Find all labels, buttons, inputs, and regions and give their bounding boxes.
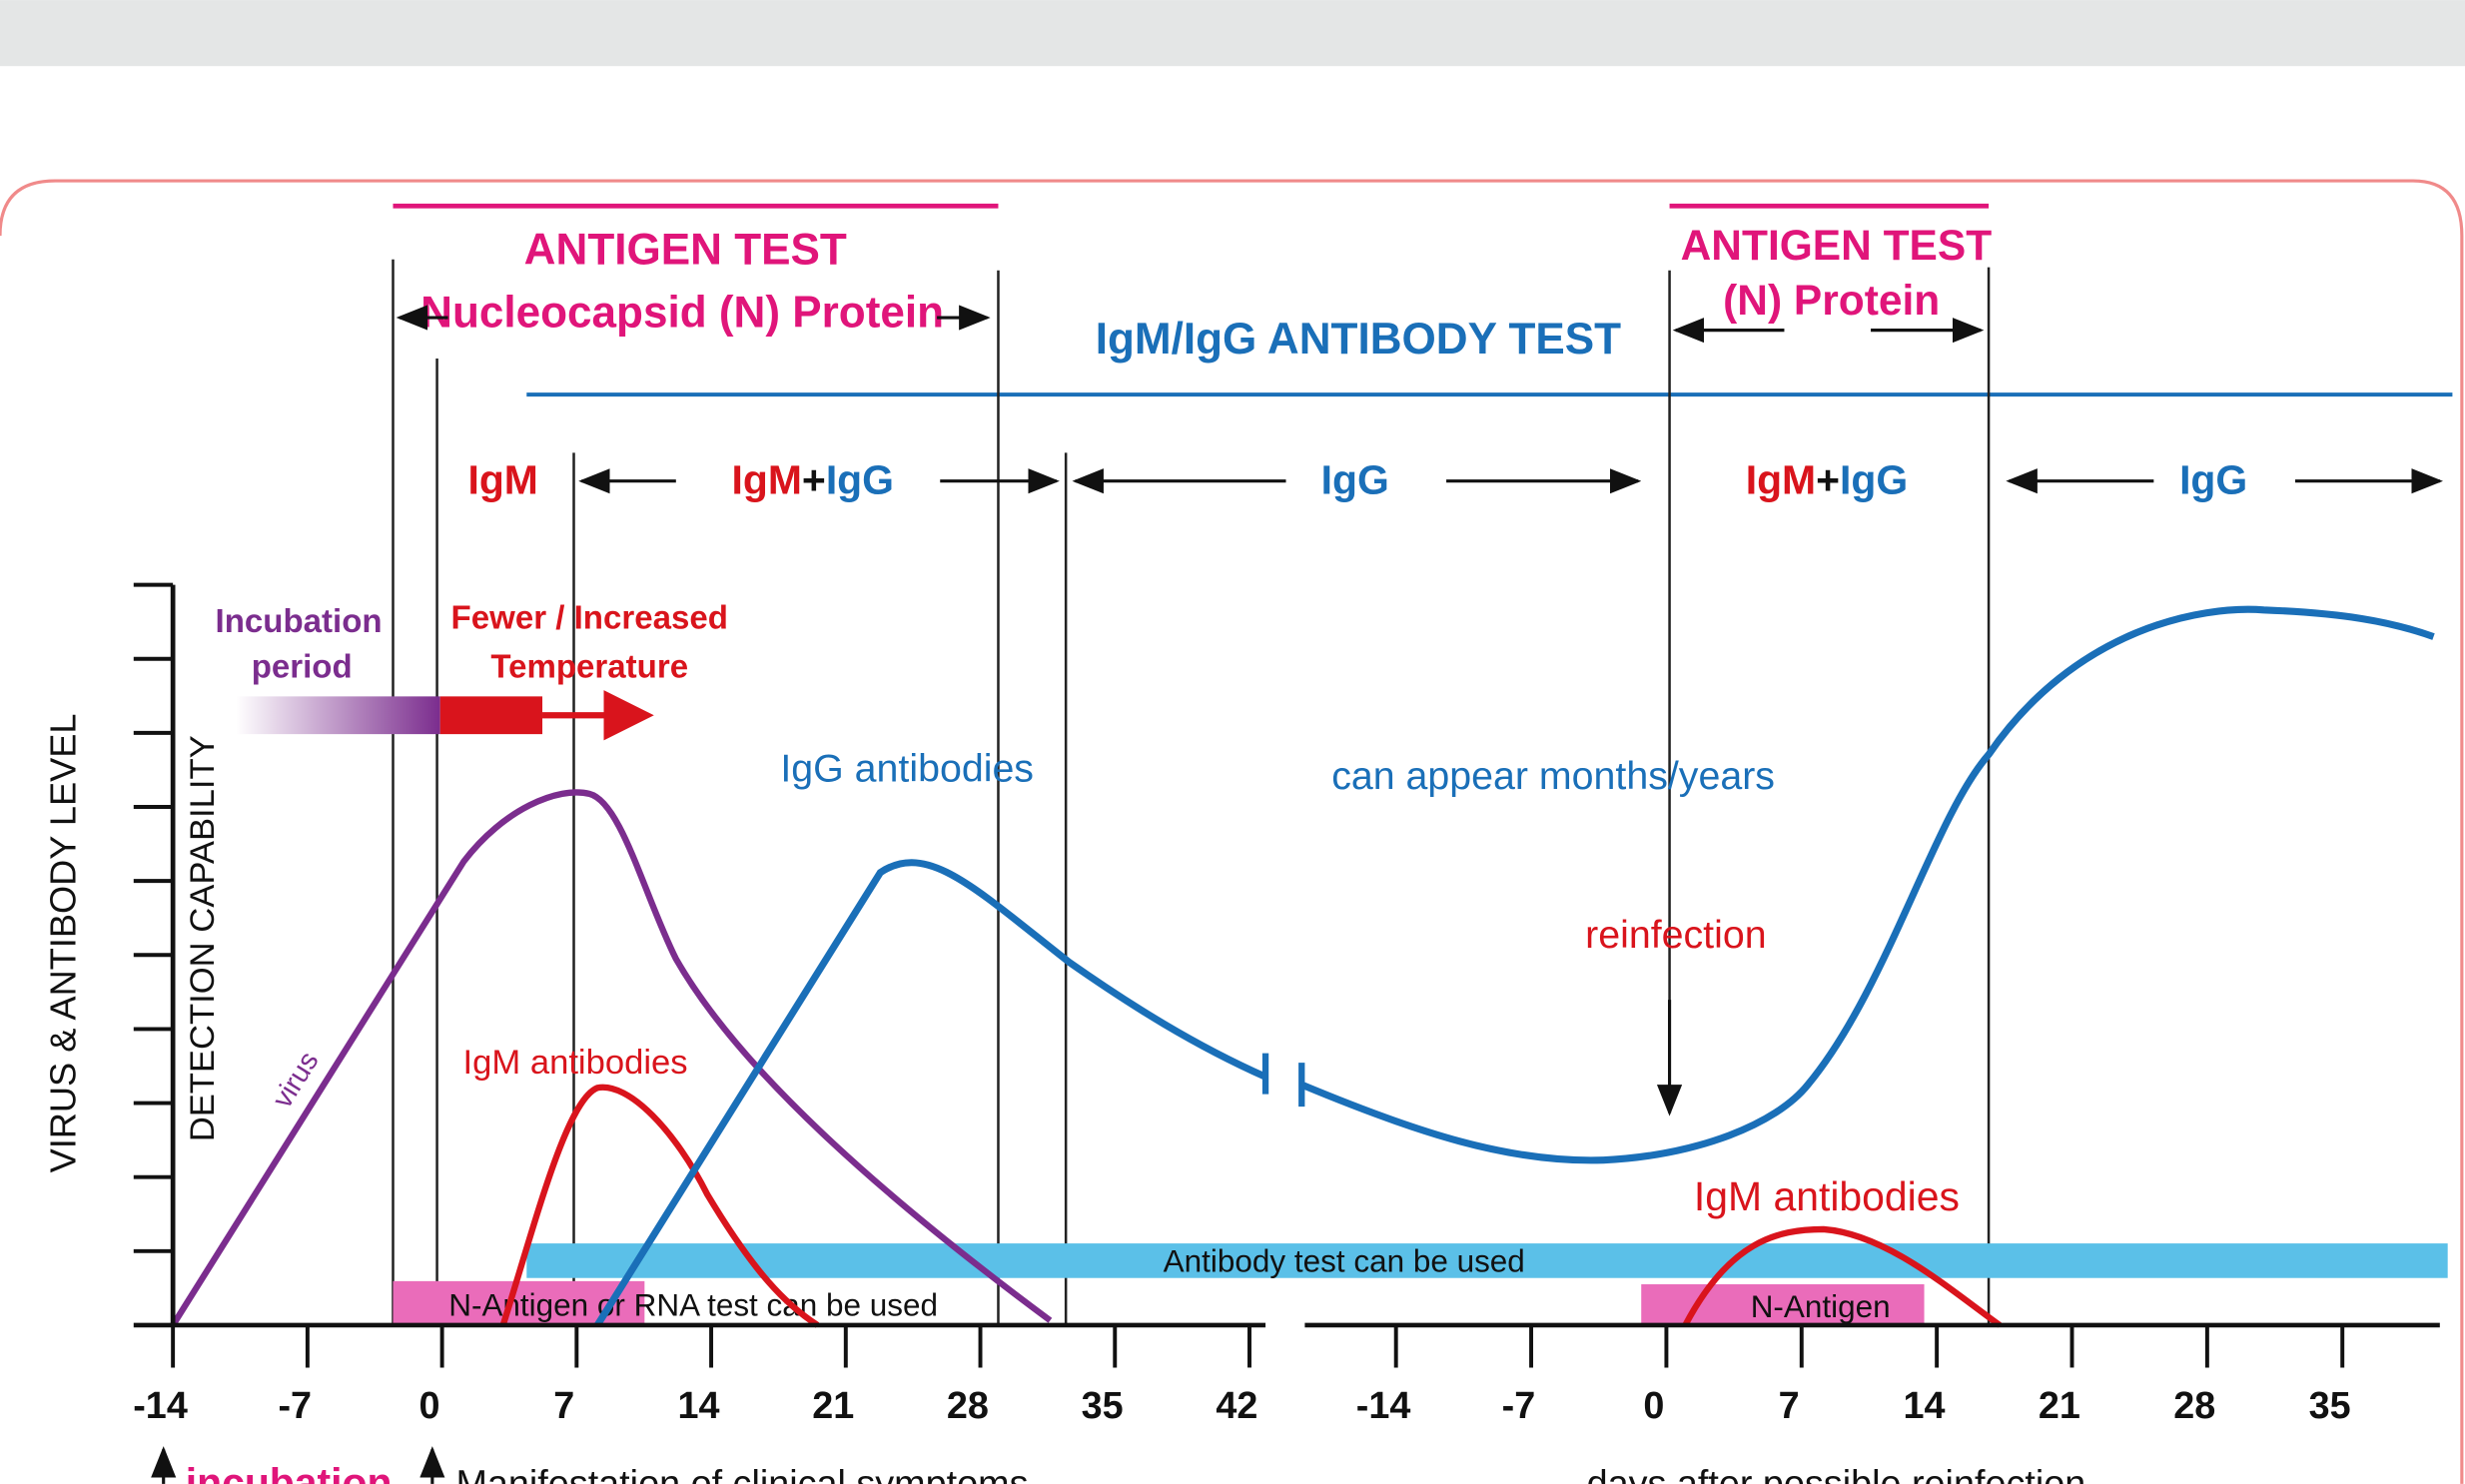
label: ANTIGEN TEST	[524, 226, 847, 275]
x-tick-label: 7	[1779, 1385, 1800, 1427]
label: (N) Protein	[1723, 278, 1940, 325]
phase-part: IgM	[731, 456, 801, 502]
x-tick-label: 0	[1643, 1385, 1664, 1427]
annotation: reinfection	[1585, 913, 1766, 957]
x-tick-label: -14	[133, 1385, 188, 1427]
y-axis-label: VIRUS & ANTIBODY LEVEL	[43, 714, 84, 1173]
footer-label: days after possible reinfection	[1587, 1464, 2086, 1484]
annotation: IgG antibodies	[780, 746, 1034, 790]
phase-label: IgG	[2179, 456, 2247, 502]
label: IgM/IgG ANTIBODY TEST	[1096, 315, 1621, 364]
annotation: Incubation	[216, 603, 383, 640]
bar-label: N-Antigen or RNA test can be used	[448, 1288, 938, 1323]
phase-label: IgM	[467, 456, 537, 502]
x-tick-label: 35	[1082, 1385, 1124, 1427]
x-tick-label: 35	[2309, 1385, 2351, 1427]
x-tick-label: 42	[1216, 1385, 1257, 1427]
x-tick-label: 14	[1904, 1385, 1946, 1427]
x-tick-label: 21	[2039, 1385, 2080, 1427]
x-ticks: -14 -7 0 7 14 21 28 35 42 -14 -7 0 7 14 21 28 35	[133, 1324, 2351, 1427]
frame	[0, 179, 2464, 1484]
y-axis-label: DETECTION CAPABILITY	[184, 735, 222, 1141]
phase-part: IgM	[1746, 456, 1816, 502]
bar-label: Antibody test can be used	[1164, 1243, 1525, 1278]
x-tick-label: -14	[1356, 1385, 1411, 1427]
phase-label: IgM+IgG	[1746, 456, 1908, 502]
igm-curve	[499, 1084, 820, 1328]
y-ticks	[133, 582, 174, 1253]
antibody-test-bar	[526, 1243, 2448, 1278]
annotation: Fewer / Increased	[451, 600, 728, 637]
x-tick-label: 28	[2173, 1385, 2215, 1427]
annotation: IgM antibodies	[1694, 1173, 1960, 1219]
phase-labels: IgM IgM+IgG IgG IgM+IgG IgG	[467, 456, 2247, 502]
label: ANTIGEN TEST	[1681, 223, 1993, 270]
phase-label: IgM+IgG	[731, 456, 893, 502]
igg-curve	[1299, 605, 2435, 1164]
phase-label: IgG	[1321, 456, 1389, 502]
incubation-bar	[236, 696, 440, 735]
phase-part: +	[1816, 456, 1840, 502]
igm-curve	[1682, 1225, 2002, 1328]
phase-part: IgG	[2179, 456, 2247, 502]
phase-part: IgG	[1840, 456, 1908, 502]
annotation: Temperature	[490, 648, 688, 685]
x-tick-label: 0	[419, 1385, 440, 1427]
temperature-bar	[439, 696, 543, 735]
annotation: virus	[267, 1047, 326, 1114]
x-tick-label: 14	[677, 1385, 719, 1427]
top-band	[0, 0, 2465, 67]
x-tick-label: 28	[947, 1385, 989, 1427]
x-tick-label: 7	[553, 1385, 574, 1427]
phase-part: +	[802, 456, 826, 502]
bar-label: N-Antigen	[1751, 1289, 1891, 1324]
annotation: period	[252, 648, 353, 685]
x-tick-label: -7	[1502, 1385, 1536, 1427]
annotation: IgM antibodies	[463, 1044, 688, 1082]
x-tick-label: 21	[812, 1385, 854, 1427]
annotation: can appear months/years	[1331, 754, 1775, 798]
virus-curve	[170, 789, 1053, 1327]
label: Nucleocapsid (N) Protein	[420, 288, 944, 337]
phase-part: IgG	[826, 456, 894, 502]
igg-curve	[594, 859, 1267, 1327]
footer-label: incubation	[186, 1460, 393, 1484]
x-tick-label: -7	[278, 1385, 312, 1427]
footer-label: Manifestation of clinical symptoms	[455, 1464, 1028, 1484]
phase-part: IgG	[1321, 456, 1389, 502]
phase-part: IgM	[467, 456, 537, 502]
